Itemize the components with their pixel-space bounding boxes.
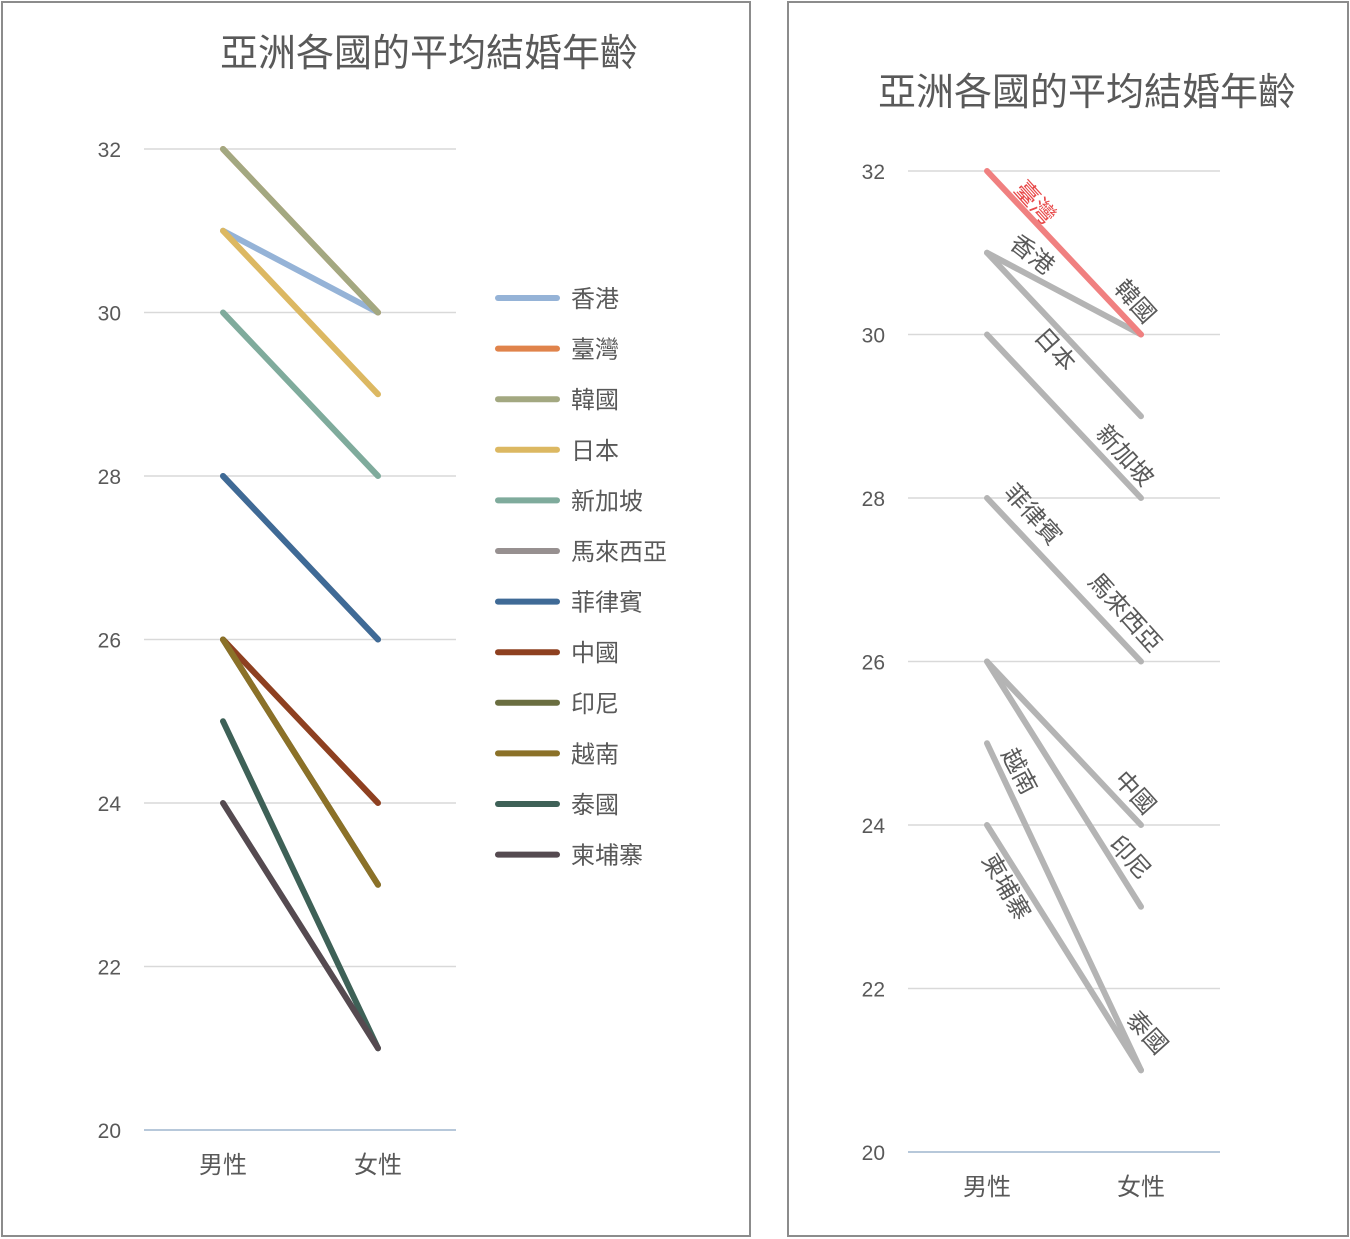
series-line: [220, 800, 381, 1052]
legend-label: 韓國: [571, 386, 619, 414]
y-tick-label: 30: [98, 303, 121, 326]
line-label: 日本: [1028, 322, 1081, 376]
line-label: 印尼: [1103, 830, 1156, 884]
legend-label: 菲律賓: [571, 589, 643, 617]
series-line: [220, 146, 381, 316]
legend-label: 臺灣: [571, 336, 619, 364]
y-tick-label: 28: [862, 488, 885, 511]
legend-label: 越南: [571, 740, 619, 768]
chart-title: 亞洲各國的平均結婚年齡: [878, 70, 1296, 114]
y-tick-label: 24: [98, 793, 122, 816]
series-line: [984, 495, 1144, 665]
series-line: [220, 636, 381, 888]
x-category-label: 女性: [1117, 1173, 1165, 1201]
series-line: [984, 658, 1144, 828]
y-tick-label: 26: [862, 652, 885, 675]
y-tick-label: 20: [862, 1142, 885, 1165]
series-line: [220, 636, 381, 806]
series-line: [984, 822, 1144, 1074]
chart-title: 亞洲各國的平均結婚年齡: [220, 31, 638, 75]
y-tick-label: 20: [98, 1120, 121, 1143]
y-tick-label: 28: [98, 466, 121, 489]
line-label: 菲律賓: [998, 479, 1067, 551]
series-line: [220, 227, 381, 316]
chart-left-panel: 亞洲各國的平均結婚年齡 20 22 24 26 28 30 32 男性 女性 香港臺灣韓國日本新加坡…: [1, 1, 751, 1237]
y-tick-label: 22: [98, 957, 121, 980]
x-category-label: 女性: [354, 1151, 402, 1179]
series-line: [220, 718, 381, 1052]
y-tick-label: 30: [862, 325, 885, 348]
legend-label: 印尼: [571, 690, 619, 718]
y-tick-label: 22: [862, 979, 885, 1002]
chart-right-panel: 亞洲各國的平均結婚年齡 20 22 24 26 28 30 32 男性 女性 臺灣 香港 韓國 日本 新加坡…: [787, 1, 1349, 1237]
x-category-label: 男性: [963, 1173, 1011, 1201]
legend-label: 新加坡: [571, 487, 643, 515]
legend-label: 泰國: [571, 791, 619, 819]
series-line: [984, 331, 1144, 501]
series-line: [984, 249, 1144, 420]
series-line: [984, 249, 1144, 338]
line-label: 臺灣: [1008, 175, 1061, 229]
legend-label: 中國: [571, 639, 619, 667]
y-tick-label: 32: [98, 139, 121, 162]
series-line: [220, 309, 381, 479]
series-line: [984, 740, 1144, 1074]
y-tick-label: 32: [862, 161, 885, 184]
legend-label: 馬來西亞: [571, 538, 667, 566]
series-line: [220, 473, 381, 643]
legend-label: 柬埔寨: [571, 842, 643, 870]
x-category-label: 男性: [199, 1151, 247, 1179]
line-label: 中國: [1108, 765, 1161, 819]
y-tick-label: 26: [98, 630, 121, 653]
y-tick-label: 24: [862, 815, 886, 838]
chart-left-svg: 亞洲各國的平均結婚年齡 20 22 24 26 28 30 32 男性 女性 香港臺灣韓國日本新加坡…: [98, 31, 667, 1179]
series-line: [984, 658, 1144, 910]
series-line: [220, 227, 381, 398]
highlight-series-line: [984, 168, 1144, 338]
legend-label: 日本: [571, 437, 619, 465]
legend-label: 香港: [571, 285, 619, 313]
